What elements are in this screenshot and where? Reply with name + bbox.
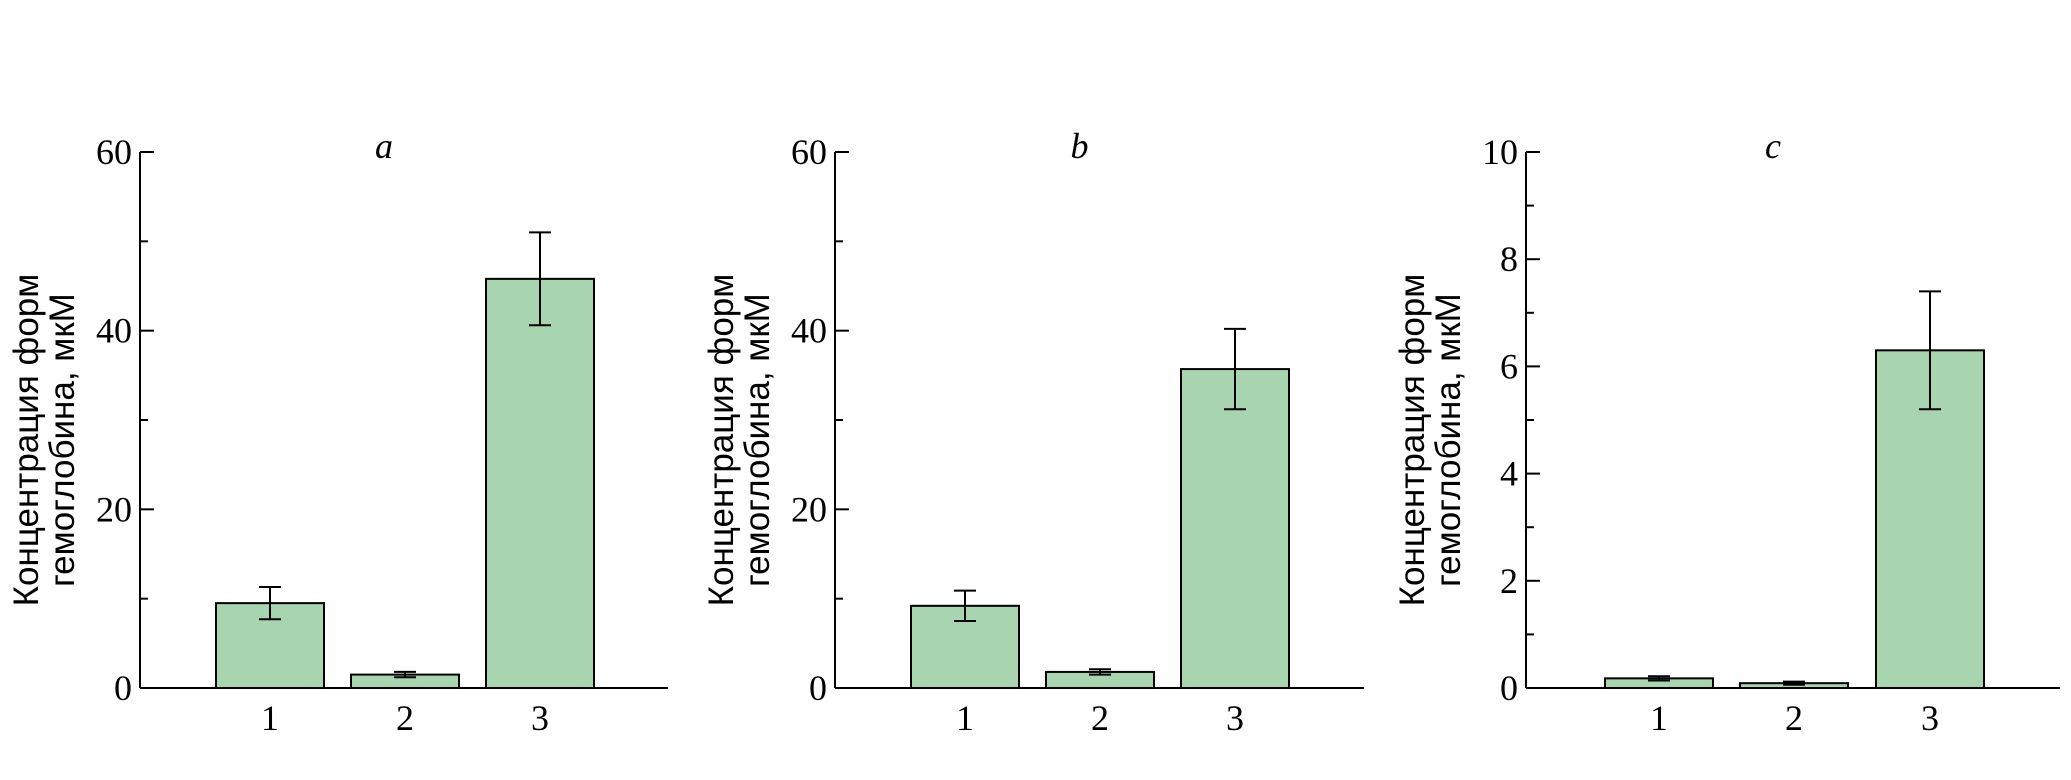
panel-label: a: [375, 126, 393, 166]
x-category-label: 3: [531, 698, 549, 738]
y-axis-label: гемоглобина, мкМ: [738, 293, 777, 587]
y-axis-label: Концентрация форм: [1393, 274, 1432, 607]
y-tick-label: 40: [791, 311, 827, 351]
y-axis-label: Концентрация форм: [7, 274, 46, 607]
panel-label: c: [1765, 126, 1781, 166]
y-axis-label: гемоглобина, мкМ: [1429, 293, 1468, 587]
y-tick-label: 60: [791, 132, 827, 172]
y-tick-label: 0: [114, 668, 132, 708]
x-category-label: 2: [396, 698, 414, 738]
y-tick-label: 0: [809, 668, 827, 708]
x-category-label: 3: [1921, 698, 1939, 738]
y-tick-label: 2: [1500, 561, 1518, 601]
y-tick-label: 6: [1500, 346, 1518, 386]
x-category-label: 1: [956, 698, 974, 738]
bar-3: [485, 277, 595, 689]
y-tick-label: 8: [1500, 239, 1518, 279]
y-axis-label: Концентрация форм: [702, 274, 741, 607]
x-category-label: 2: [1091, 698, 1109, 738]
chart-panel-b: 0 20 40 60 1 2 3 b Концентрация формгемоглобина,…: [702, 126, 1364, 738]
y-tick-label: 4: [1500, 454, 1518, 494]
y-tick-label: 60: [96, 132, 132, 172]
chart-panel-a: 0 20 40 60 1 2 3 a Концентрация формгемоглобина,…: [7, 126, 668, 738]
y-tick-label: 0: [1500, 668, 1518, 708]
x-category-label: 1: [261, 698, 279, 738]
x-category-label: 1: [1650, 698, 1668, 738]
x-category-label: 3: [1226, 698, 1244, 738]
y-tick-label: 20: [791, 489, 827, 529]
x-category-label: 2: [1785, 698, 1803, 738]
y-tick-label: 20: [96, 489, 132, 529]
panel-label: b: [1071, 126, 1089, 166]
bar-3: [1180, 368, 1290, 689]
y-tick-label: 10: [1482, 132, 1518, 172]
y-tick-label: 40: [96, 311, 132, 351]
y-axis-label: гемоглобина, мкМ: [43, 293, 82, 587]
